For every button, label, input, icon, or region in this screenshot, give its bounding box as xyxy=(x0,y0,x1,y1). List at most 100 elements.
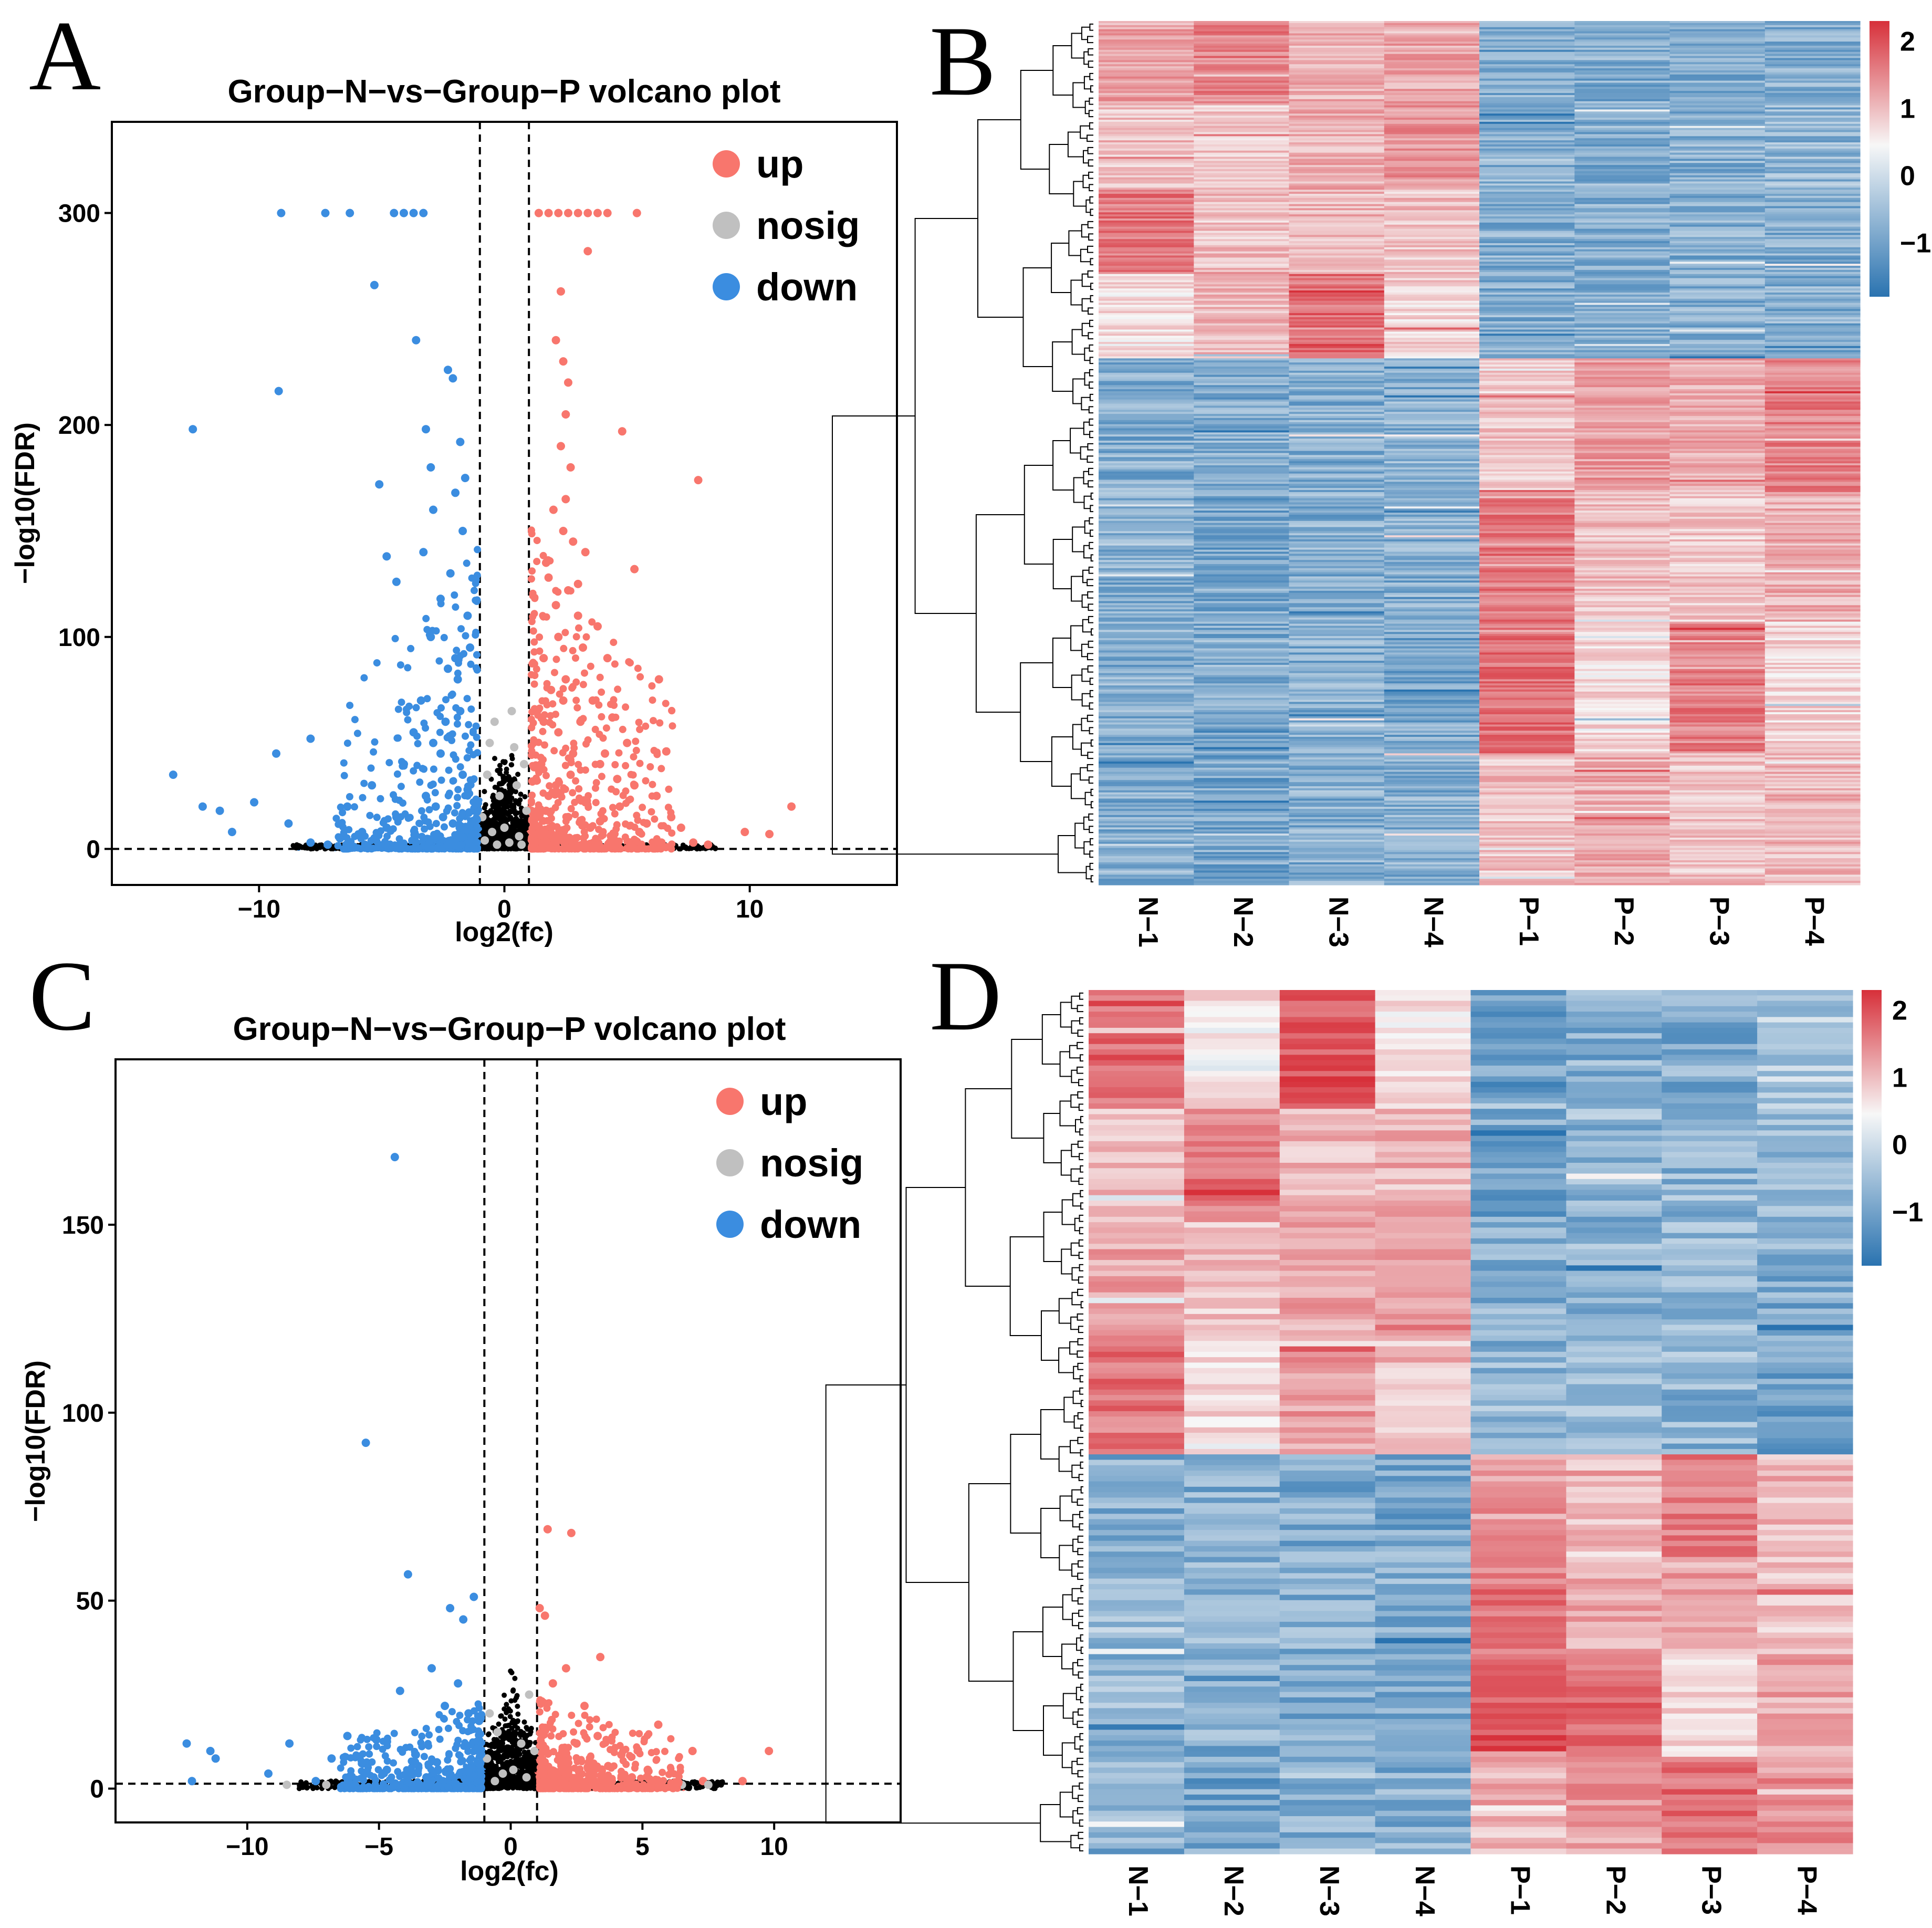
legend-swatch-down xyxy=(713,273,740,300)
up-point xyxy=(583,247,592,256)
up-point xyxy=(646,763,654,770)
down-point xyxy=(452,704,460,712)
up-point xyxy=(582,845,589,853)
up-point xyxy=(569,537,578,546)
up-point xyxy=(541,741,548,749)
down-point xyxy=(425,631,433,639)
down-point xyxy=(422,724,430,732)
core-point xyxy=(486,819,492,824)
down-point xyxy=(419,548,428,557)
up-point xyxy=(539,727,547,735)
up-point xyxy=(549,721,557,729)
up-point xyxy=(609,804,617,811)
up-point xyxy=(561,762,569,769)
down-point xyxy=(448,374,457,383)
up-point xyxy=(530,680,538,688)
down-point xyxy=(306,838,315,847)
down-point xyxy=(387,827,395,835)
up-point xyxy=(569,647,577,654)
up-point xyxy=(615,837,623,845)
up-point xyxy=(542,613,550,621)
core-point xyxy=(512,1675,518,1681)
down-point xyxy=(351,716,359,724)
down-point xyxy=(425,806,433,814)
down-point xyxy=(437,600,445,608)
down-point xyxy=(449,777,457,785)
down-point xyxy=(375,831,383,839)
y-tick-label: 100 xyxy=(58,624,100,652)
up-point xyxy=(554,588,562,596)
down-point xyxy=(464,782,472,790)
up-point xyxy=(598,773,605,780)
up-point xyxy=(636,759,644,767)
down-point xyxy=(391,841,399,849)
core-point xyxy=(522,794,528,799)
down-point xyxy=(227,828,236,837)
down-point xyxy=(400,209,408,217)
up-point xyxy=(740,828,749,837)
down-point xyxy=(445,789,453,797)
legend-label-up: up xyxy=(756,142,803,186)
core-point xyxy=(500,759,506,765)
down-point xyxy=(274,387,283,395)
core-point xyxy=(508,790,514,796)
up-point xyxy=(704,840,713,849)
up-point xyxy=(603,654,612,663)
up-point xyxy=(592,784,599,792)
up-point xyxy=(587,662,594,670)
legend-swatch-nosig xyxy=(713,212,740,239)
up-point xyxy=(630,565,639,574)
core-point xyxy=(493,820,499,826)
down-point xyxy=(323,840,332,849)
up-point xyxy=(694,476,703,485)
up-point xyxy=(534,209,543,217)
up-point xyxy=(598,688,605,696)
up-point xyxy=(561,675,570,684)
core-point xyxy=(504,766,509,772)
down-point xyxy=(394,705,402,713)
up-point xyxy=(669,722,676,730)
up-point xyxy=(539,654,547,662)
up-point xyxy=(622,703,630,711)
up-point xyxy=(575,624,582,632)
down-point xyxy=(391,634,399,642)
up-point xyxy=(625,796,633,804)
core-point xyxy=(497,763,503,768)
down-point xyxy=(432,820,440,828)
down-point xyxy=(412,704,420,712)
nosig-point xyxy=(493,840,502,849)
up-point xyxy=(527,715,535,723)
core-point xyxy=(297,844,303,850)
down-point xyxy=(474,816,481,824)
down-point xyxy=(402,705,410,713)
up-point xyxy=(533,537,541,545)
core-point xyxy=(515,1718,520,1724)
up-point xyxy=(577,766,584,774)
down-point xyxy=(412,336,421,345)
up-point xyxy=(554,632,563,641)
core-point xyxy=(497,799,503,805)
up-point xyxy=(668,840,676,848)
down-point xyxy=(343,802,352,811)
core-point xyxy=(486,1731,492,1737)
core-point xyxy=(676,846,682,852)
nosig-point xyxy=(483,770,492,779)
down-point xyxy=(443,734,451,742)
down-point xyxy=(426,463,435,472)
down-point xyxy=(368,781,377,790)
nosig-point xyxy=(488,828,497,837)
core-point xyxy=(518,819,524,825)
down-point xyxy=(454,794,462,801)
down-point xyxy=(466,790,474,797)
down-point xyxy=(457,625,465,633)
down-point xyxy=(463,559,471,567)
down-point xyxy=(390,209,399,217)
down-point xyxy=(371,738,379,746)
down-point xyxy=(420,765,428,773)
up-point xyxy=(638,830,645,838)
up-point xyxy=(559,685,567,693)
up-point xyxy=(577,716,585,724)
down-point xyxy=(463,695,471,703)
up-point xyxy=(615,749,623,757)
core-point xyxy=(492,756,497,762)
